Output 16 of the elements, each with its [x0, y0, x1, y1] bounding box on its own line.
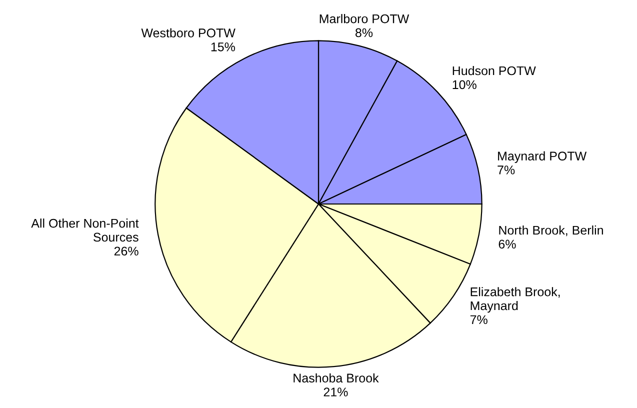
slice-label: Westboro POTW — [141, 28, 236, 38]
slice-label: North Brook, Berlin — [499, 225, 603, 236]
data-label: 7% — [498, 166, 515, 174]
data-label: 7% — [470, 315, 488, 324]
data-label: 8% — [356, 28, 373, 38]
data-label: 21% — [324, 388, 348, 396]
slice-label: Marlboro POTW — [320, 14, 410, 24]
data-label: 10% — [452, 80, 476, 90]
slice-label: Elizabeth Brook, Maynard — [470, 287, 560, 313]
data-label: 26% — [114, 246, 138, 256]
slice-label: Nashoba Brook — [294, 373, 379, 383]
slice-label: Hudson POTW — [452, 66, 536, 76]
slice-label: All Other Non-Point Sources — [31, 218, 139, 242]
data-label: 6% — [498, 240, 516, 249]
data-label: 15% — [211, 42, 236, 52]
slice-label: Maynard POTW — [498, 151, 587, 163]
